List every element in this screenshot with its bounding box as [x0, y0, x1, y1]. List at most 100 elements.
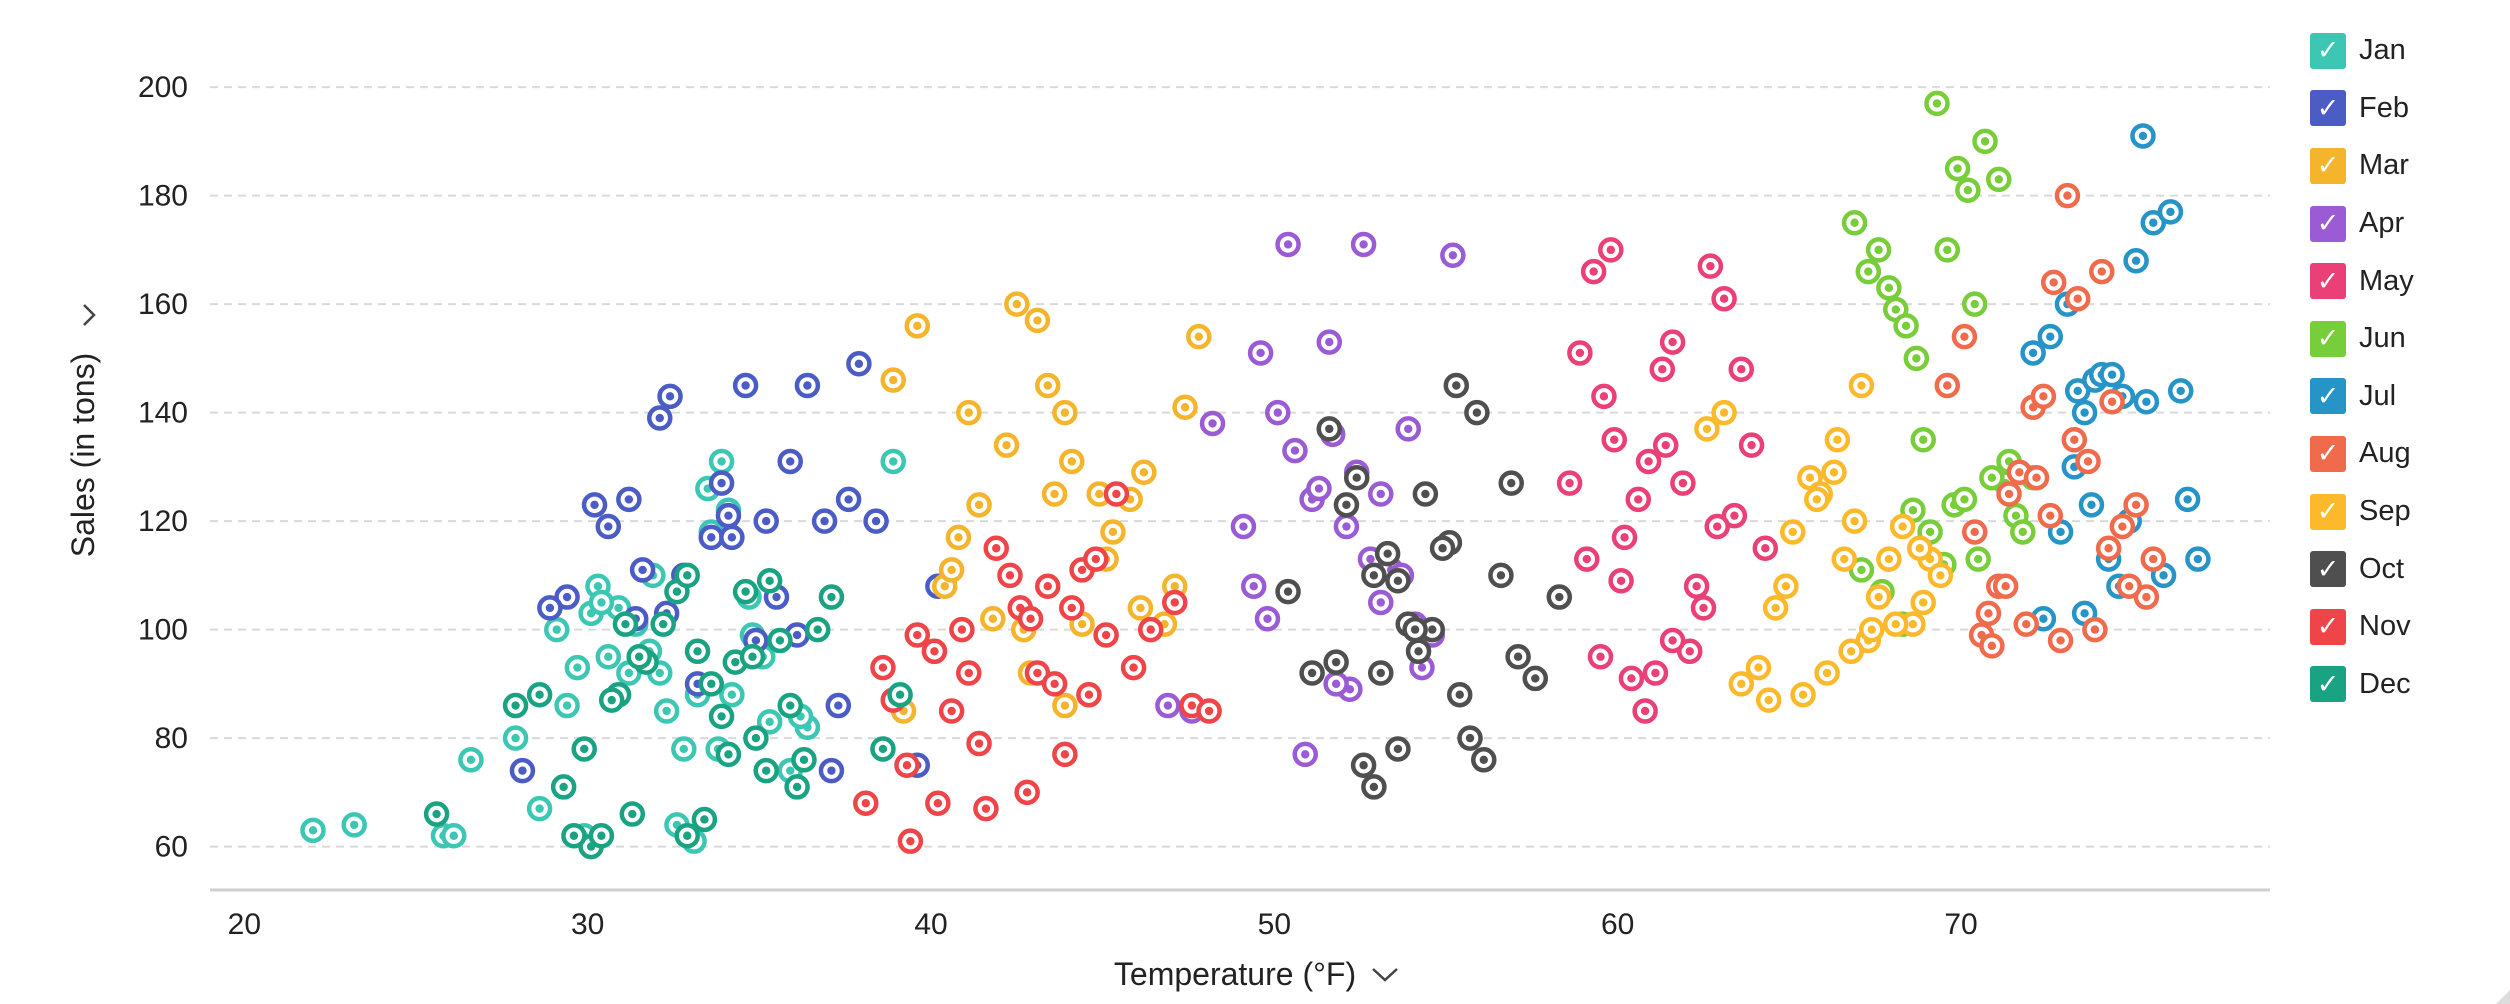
data-point-center	[2039, 392, 2048, 401]
y-tick-label: 140	[138, 397, 188, 430]
data-point-center	[1912, 354, 1921, 363]
checkbox-checked-icon[interactable]: ✓	[2310, 435, 2346, 472]
legend-item-oct[interactable]: ✓ Oct	[2310, 540, 2414, 598]
data-point-center	[683, 571, 692, 580]
legend-label: Oct	[2359, 552, 2405, 585]
data-point-center	[1596, 652, 1605, 661]
data-point-center	[772, 592, 781, 602]
data-point-center	[765, 717, 774, 727]
data-point-center	[2063, 191, 2072, 200]
data-point-center	[1366, 554, 1375, 564]
checkbox-checked-icon[interactable]: ✓	[2310, 147, 2346, 184]
checkbox-checked-icon[interactable]: ✓	[2310, 320, 2346, 357]
data-point-center	[1026, 614, 1035, 623]
series-sep	[1694, 372, 1954, 713]
data-point-center	[2056, 636, 2065, 645]
chevron-down-icon[interactable]	[1372, 968, 1398, 982]
data-point-center	[597, 831, 606, 840]
legend-item-feb[interactable]: ✓ Feb	[2310, 80, 2414, 138]
data-point-center	[2028, 348, 2038, 358]
data-point-center	[1692, 582, 1701, 591]
data-point-center	[1290, 446, 1300, 455]
legend-item-mar[interactable]: ✓ Mar	[2310, 137, 2414, 195]
legend-label: Aug	[2359, 437, 2411, 470]
checkbox-checked-icon[interactable]: ✓	[2310, 608, 2346, 645]
data-point-center	[1108, 527, 1118, 537]
data-point-center	[634, 652, 644, 661]
y-axis-label: Sales (in tons)	[65, 353, 101, 558]
data-point-center	[1747, 440, 1756, 450]
data-point-center	[1342, 522, 1351, 531]
checkbox-checked-icon[interactable]: ✓	[2310, 32, 2346, 69]
data-point-center	[1325, 337, 1334, 347]
data-point-center	[655, 668, 664, 678]
data-point-center	[569, 831, 579, 840]
data-point-center	[1970, 299, 1979, 309]
data-point-center	[1846, 647, 1856, 656]
legend-item-jan[interactable]: ✓ Jan	[2310, 22, 2414, 80]
data-point-center	[1891, 305, 1900, 314]
data-point-center	[1496, 571, 1506, 580]
data-point-center	[1644, 457, 1653, 466]
data-point-center	[1730, 511, 1739, 520]
data-point-center	[1146, 625, 1155, 634]
data-point-center	[1369, 782, 1379, 792]
legend-item-jul[interactable]: ✓ Jul	[2310, 368, 2414, 426]
data-point-center	[2118, 522, 2127, 531]
data-point-center	[1531, 674, 1540, 683]
legend-item-aug[interactable]: ✓ Aug	[2310, 425, 2414, 483]
chevron-down-icon[interactable]	[83, 304, 96, 326]
legend: ✓ Jan ✓ Feb ✓ Mar ✓ Apr ✓ May ✓ Jun ✓ Jul ✓ Aug ✓ Sep ✓ Oct…	[2310, 22, 2414, 713]
y-tick-label: 200	[138, 71, 188, 104]
data-point-center	[792, 630, 802, 640]
y-axis-title[interactable]: Sales (in tons)	[65, 304, 101, 558]
data-point-center	[1325, 424, 1334, 434]
data-point-center	[1627, 674, 1636, 683]
legend-item-nov[interactable]: ✓ Nov	[2310, 598, 2414, 656]
data-point-center	[535, 804, 544, 813]
data-point-center	[878, 663, 888, 672]
legend-item-sep[interactable]: ✓ Sep	[2310, 483, 2414, 541]
data-point-center	[727, 533, 737, 542]
checkbox-checked-icon[interactable]: ✓	[2310, 378, 2346, 415]
legend-item-may[interactable]: ✓ May	[2310, 252, 2414, 310]
data-point-center	[1428, 625, 1437, 634]
x-tick-label: 40	[914, 908, 947, 941]
data-point-center	[786, 766, 795, 775]
data-point-center	[1170, 598, 1179, 607]
data-point-center	[1342, 500, 1351, 510]
data-point-center	[786, 457, 795, 466]
data-point-center	[1919, 435, 1928, 444]
x-tick-label: 50	[1258, 908, 1291, 941]
data-point-center	[1414, 647, 1423, 656]
data-point-center	[741, 587, 750, 596]
data-point-center	[1764, 695, 1773, 705]
checkbox-checked-icon[interactable]: ✓	[2310, 90, 2346, 127]
data-point-center	[1925, 527, 1935, 537]
data-point-center	[827, 766, 836, 775]
data-point-center	[638, 565, 647, 575]
x-axis-title[interactable]: Temperature (°F)	[1114, 956, 1398, 992]
checkbox-checked-icon[interactable]: ✓	[2310, 666, 2346, 703]
checkbox-checked-icon[interactable]: ✓	[2310, 493, 2346, 530]
legend-item-apr[interactable]: ✓ Apr	[2310, 195, 2414, 253]
checkbox-checked-icon[interactable]: ✓	[2310, 263, 2346, 300]
data-point-center	[573, 663, 582, 672]
checkbox-checked-icon[interactable]: ✓	[2310, 551, 2346, 588]
data-point-center	[466, 755, 476, 765]
data-point-center	[827, 592, 836, 602]
data-point-center	[2015, 468, 2024, 477]
data-point-center	[2131, 500, 2141, 510]
data-point-center	[1884, 554, 1894, 564]
legend-item-jun[interactable]: ✓ Jun	[2310, 310, 2414, 368]
data-point-center	[1369, 571, 1379, 580]
data-point-center	[1022, 788, 1032, 797]
data-point-center	[748, 652, 757, 661]
data-point-center	[799, 755, 809, 765]
checkbox-checked-icon[interactable]: ✓	[2310, 205, 2346, 242]
data-point-center	[1033, 316, 1042, 325]
data-point-center	[707, 533, 716, 542]
legend-item-dec[interactable]: ✓ Dec	[2310, 656, 2414, 714]
data-point-center	[1314, 484, 1324, 493]
data-point-center	[724, 511, 733, 520]
